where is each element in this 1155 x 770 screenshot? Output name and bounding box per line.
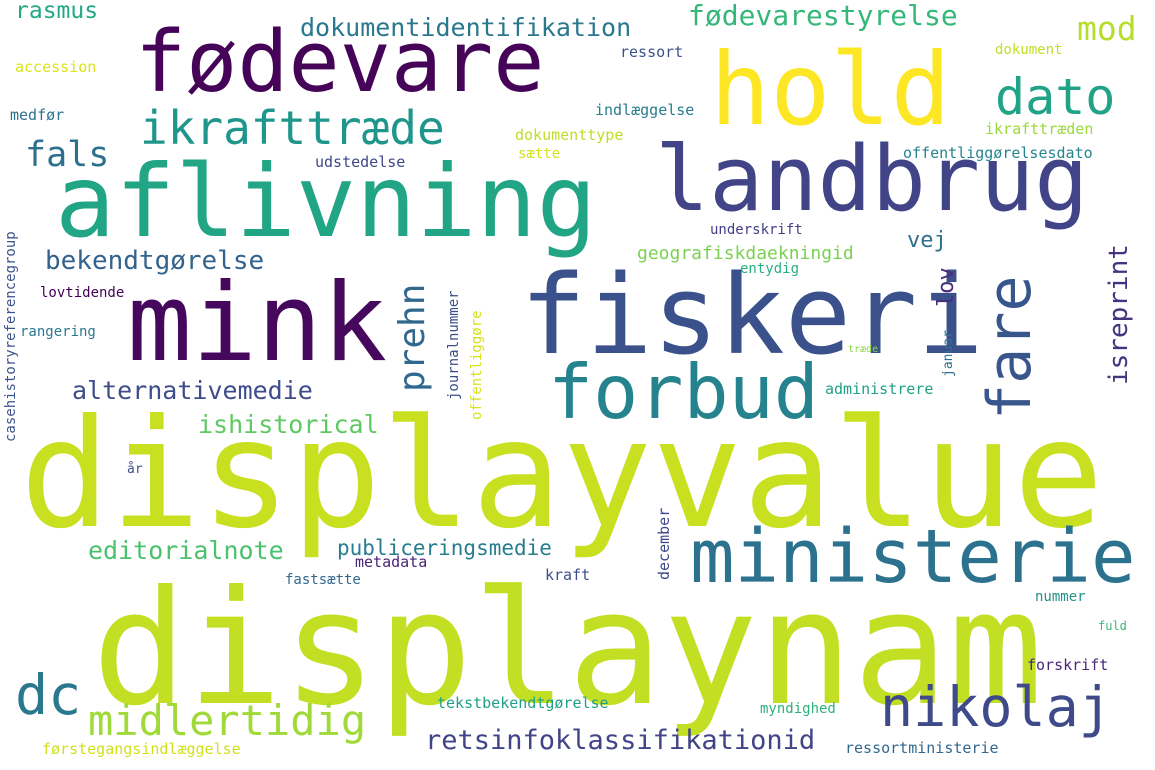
word-fastsaette: fastsætte xyxy=(285,572,361,588)
word-forbud: forbud xyxy=(548,348,819,436)
word-publiceringsmedie: publiceringsmedie xyxy=(337,536,552,560)
word-dato: dato xyxy=(995,68,1116,126)
word-dokument: dokument xyxy=(995,42,1063,58)
word-tekstbekendtgorelse: tekstbekendtgørelse xyxy=(437,694,609,712)
word-administrere: administrere xyxy=(825,380,934,398)
word-rangering: rangering xyxy=(20,324,96,340)
word-alternativemedie: alternativemedie xyxy=(72,376,313,405)
word-indlaeggelse: indlæggelse xyxy=(595,101,695,119)
word-nummer: nummer xyxy=(1035,589,1086,605)
word-aflivning: aflivning xyxy=(55,143,597,260)
word-offentliggorelsesdato: offentliggørelsesdato xyxy=(903,144,1093,162)
word-ikrafttraeden: ikrafttræden xyxy=(985,120,1094,138)
word-retsinfoklassifikationid: retsinfoklassifikationid xyxy=(425,725,816,756)
word-bekendtgorelse: bekendtgørelse xyxy=(45,246,265,276)
word-fodevare: fødevare xyxy=(135,13,545,112)
word-fare: fare xyxy=(975,275,1045,421)
word-landbrug: landbrug xyxy=(655,127,1089,232)
word-casehistoryreferencegroup: casehistoryreferencegroup xyxy=(3,231,19,442)
word-metadata: metadata xyxy=(355,553,428,571)
word-hold: hold xyxy=(710,31,951,148)
word-isreprint: isreprint xyxy=(1104,244,1134,385)
word-ressort: ressort xyxy=(620,43,684,61)
word-nikolaj: nikolaj xyxy=(880,675,1112,739)
word-traede: træde xyxy=(848,344,879,355)
word-fals: fals xyxy=(25,135,110,175)
word-myndighed: myndighed xyxy=(760,701,836,717)
word-journalnummer: journalnummer xyxy=(446,290,462,400)
word-udstedelse: udstedelse xyxy=(315,153,406,171)
word-dc: dc xyxy=(15,663,82,727)
word-dokumentidentifikation: dokumentidentifikation xyxy=(300,13,632,42)
word-saette: sætte xyxy=(518,146,561,162)
word-aar: år xyxy=(127,462,143,477)
word-ministerie: ministerie xyxy=(690,514,1136,600)
word-vej: vej xyxy=(907,228,947,253)
word-fiskeri: fiskeri xyxy=(520,251,984,379)
word-ressortministerie: ressortministerie xyxy=(845,739,999,757)
word-mod: mod xyxy=(1077,9,1137,48)
word-fuld: fuld xyxy=(1098,619,1127,633)
word-december: december xyxy=(655,507,673,580)
word-midlertidig: midlertidig xyxy=(88,696,367,745)
word-rasmus: rasmus xyxy=(15,0,99,24)
word-lov: lov xyxy=(934,267,959,307)
word-offentliggore: offentliggøre xyxy=(469,310,485,420)
word-accession: accession xyxy=(15,58,97,76)
word-kraft: kraft xyxy=(545,566,591,584)
word-forskrift: forskrift xyxy=(1027,656,1109,674)
word-displaynam: displaynam xyxy=(92,557,1044,741)
word-underskrift: underskrift xyxy=(710,222,803,238)
word-ishistorical: ishistorical xyxy=(198,410,379,439)
word-geografiskdaekningid: geografiskdaekningid xyxy=(637,243,854,264)
word-ikrafttraede: ikrafttræde xyxy=(140,101,445,155)
word-displayvalue: displayvalue xyxy=(20,388,1104,562)
word-prehn: prehn xyxy=(392,283,433,392)
word-fodevarestyrelse: fødevarestyrelse xyxy=(688,0,958,32)
word-medfor: medfør xyxy=(10,106,65,124)
word-dokumenttype: dokumenttype xyxy=(515,126,624,144)
word-forstegangsindlaeggelse: førstegangsindlæggelse xyxy=(42,740,241,758)
word-entydig: entydig xyxy=(740,261,800,277)
word-mink: mink xyxy=(127,261,388,386)
word-januar: januar xyxy=(941,330,956,377)
word-editorialnote: editorialnote xyxy=(88,536,284,565)
word-lovtidende: lovtidende xyxy=(40,285,125,301)
